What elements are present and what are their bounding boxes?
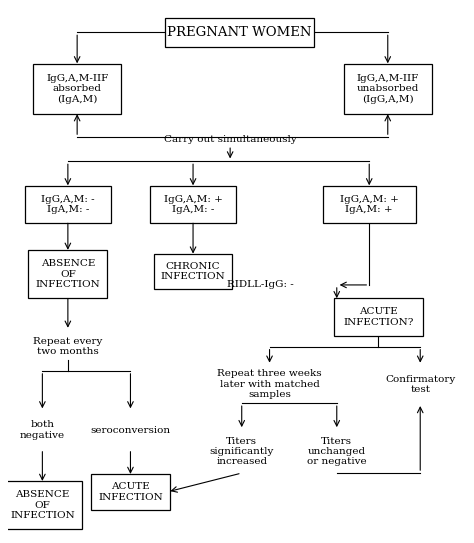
FancyBboxPatch shape (3, 481, 82, 529)
Text: Confirmatory
test: Confirmatory test (385, 375, 456, 394)
FancyBboxPatch shape (33, 64, 121, 114)
Text: IgG,A,M: +
IgA,M: -: IgG,A,M: + IgA,M: - (164, 194, 222, 214)
FancyBboxPatch shape (28, 250, 107, 298)
Text: both
negative: both negative (20, 420, 65, 440)
FancyBboxPatch shape (25, 186, 111, 223)
Text: Repeat three weeks
later with matched
samples: Repeat three weeks later with matched sa… (217, 369, 322, 399)
FancyBboxPatch shape (335, 298, 422, 336)
Text: ACUTE
INFECTION: ACUTE INFECTION (98, 482, 163, 502)
Text: seroconversion: seroconversion (91, 426, 171, 434)
Text: Titers
unchanged
or negative: Titers unchanged or negative (307, 437, 366, 466)
FancyBboxPatch shape (344, 64, 432, 114)
Text: IgG,A,M: +
IgA,M: +: IgG,A,M: + IgA,M: + (340, 194, 399, 214)
FancyBboxPatch shape (150, 186, 236, 223)
Text: PREGNANT WOMEN: PREGNANT WOMEN (167, 26, 312, 39)
FancyBboxPatch shape (91, 474, 170, 509)
FancyBboxPatch shape (154, 254, 232, 289)
Text: ABSENCE
OF
INFECTION: ABSENCE OF INFECTION (36, 260, 100, 289)
Text: RIDLL-IgG: -: RIDLL-IgG: - (227, 280, 294, 289)
Text: ACUTE
INFECTION?: ACUTE INFECTION? (343, 307, 414, 327)
Text: Carry out simultaneously: Carry out simultaneously (164, 135, 297, 144)
Text: IgG,A,M-IIF
unabsorbed
(IgG,A,M): IgG,A,M-IIF unabsorbed (IgG,A,M) (356, 74, 419, 104)
FancyBboxPatch shape (165, 18, 314, 47)
FancyBboxPatch shape (323, 186, 416, 223)
Text: Repeat every
two months: Repeat every two months (33, 337, 102, 356)
Text: CHRONIC
INFECTION: CHRONIC INFECTION (161, 262, 226, 281)
Text: ABSENCE
OF
INFECTION: ABSENCE OF INFECTION (10, 490, 75, 520)
Text: IgG,A,M: -
IgA,M: -: IgG,A,M: - IgA,M: - (41, 194, 95, 214)
Text: Titers
significantly
increased: Titers significantly increased (210, 437, 274, 466)
Text: IgG,A,M-IIF
absorbed
(IgA,M): IgG,A,M-IIF absorbed (IgA,M) (46, 74, 108, 104)
